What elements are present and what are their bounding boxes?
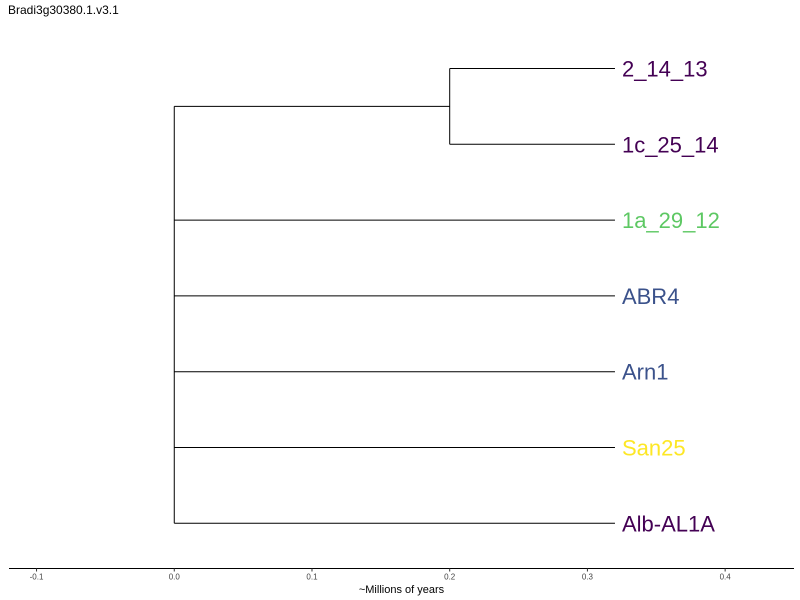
leaf-labels: 2_14_13 1c_25_14 1a_29_12 ABR4 Arn1 San25 Alb-… [622, 57, 720, 537]
branch-lines [173, 68, 615, 524]
leaf-label-ABR4: ABR4 [622, 284, 679, 309]
x-axis-label: ~Millions of years [359, 584, 445, 596]
x-axis: -0.1 0.0 0.1 0.2 0.3 0.4 [9, 568, 794, 582]
leaf-label-Alb-AL1A: Alb-AL1A [622, 511, 715, 536]
leaf-label-1a_29_12: 1a_29_12 [622, 208, 720, 233]
x-axis-ticks: -0.1 0.0 0.1 0.2 0.3 0.4 [30, 568, 732, 582]
leaf-label-1c_25_14: 1c_25_14 [622, 132, 719, 157]
leaf-label-San25: San25 [622, 436, 686, 461]
leaf-label-2_14_13: 2_14_13 [622, 57, 708, 82]
x-tick-label: -0.1 [30, 573, 44, 582]
x-tick-label: 0.1 [306, 573, 318, 582]
x-tick-label: 0.3 [582, 573, 594, 582]
x-tick-label: 0.4 [720, 573, 732, 582]
chart-title: Bradi3g30380.1.v3.1 [8, 3, 119, 17]
x-tick-label: 0.0 [169, 573, 181, 582]
x-tick-label: 0.2 [444, 573, 456, 582]
leaf-label-Arn1: Arn1 [622, 360, 668, 385]
